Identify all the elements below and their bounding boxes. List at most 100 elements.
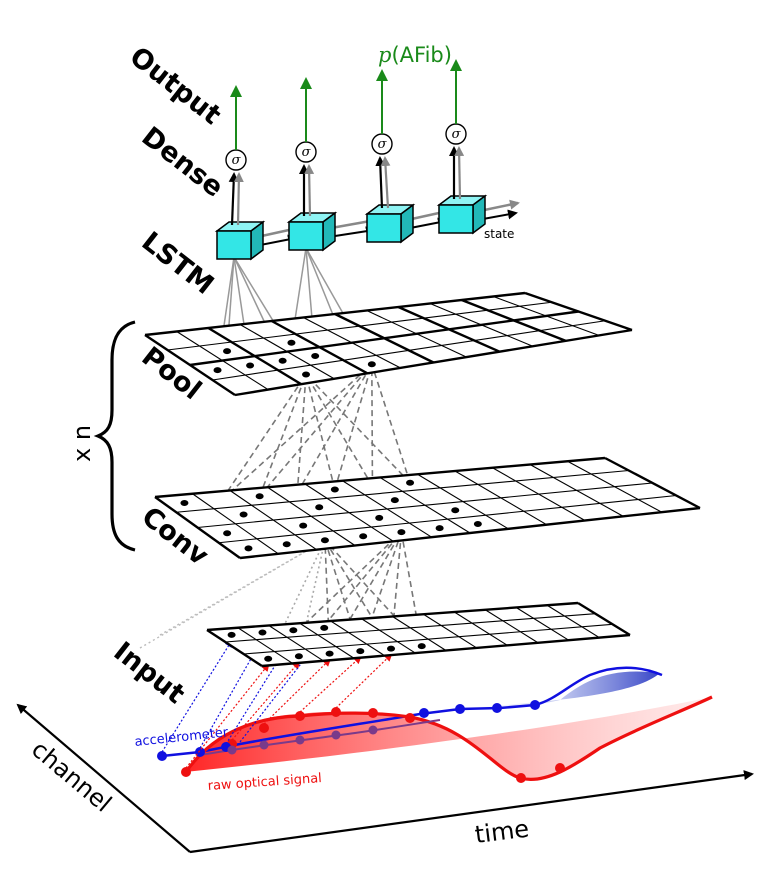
processed-sample-dot [259, 740, 269, 750]
conv-activation-dot [315, 504, 324, 511]
conv-activation-dot [330, 486, 339, 493]
input-grid-col-line [484, 609, 539, 644]
pool-activation-dot [302, 371, 311, 378]
optical-sample-dot [259, 723, 269, 733]
processed-sample-dot [368, 725, 378, 735]
input-grid-col-line [423, 613, 477, 649]
accelerometer-sample-dot [530, 700, 540, 710]
lstm-cell-front [216, 230, 252, 260]
input-grid-col-line [515, 607, 569, 641]
conv-activation-dot [320, 537, 329, 544]
input-grid-row-line [225, 613, 596, 643]
pool-grid [144, 291, 633, 397]
pool-grid-row-line [212, 320, 606, 381]
repeat-label: x n [68, 425, 96, 462]
conv-to-pool-link [305, 374, 374, 487]
pool-grid-row-line [234, 328, 633, 397]
conv-to-pool-link [221, 363, 373, 501]
optical-signal-line [184, 695, 713, 781]
raw-optical-signal-label: raw optical signal [207, 771, 322, 794]
conv-to-pool-link [221, 374, 307, 501]
channel-axis-label: channel [26, 735, 117, 817]
input-activation-dot [294, 653, 303, 660]
optical-sample-dot [405, 713, 415, 723]
input-grid-row-line [206, 601, 579, 632]
input-activation-dot [387, 645, 396, 652]
pool-activation-dot [367, 361, 376, 368]
lstm-to-dense-arrow-gray [380, 156, 391, 209]
pool-activation-dot [287, 339, 296, 346]
conv-activation-dot [299, 522, 308, 529]
optical-sampling-arrow [185, 663, 270, 769]
pool-activation-dot [213, 367, 222, 374]
processed-signal-line [199, 719, 441, 756]
lstm-cell [214, 220, 266, 261]
input-grid-col-line [392, 616, 447, 651]
lstm-layer-label: LSTM [136, 226, 220, 301]
lstm-cell-front [366, 213, 402, 243]
state-label: state [484, 227, 514, 241]
conv-activation-dot [255, 493, 264, 500]
conv-activation-dot [375, 514, 384, 521]
conv-activation-dot [473, 521, 482, 528]
optical-sampling-arrow [263, 658, 332, 725]
optical-sample-dot [368, 708, 378, 718]
input-activation-dot [417, 643, 426, 650]
lstm-cell-front [438, 204, 474, 234]
input-activation-dot [320, 624, 329, 631]
layer-grids [144, 291, 701, 668]
conv-to-pool-link [305, 374, 336, 490]
lstm-cell [364, 203, 416, 244]
repeat-brace [93, 320, 136, 552]
input-grid-col-line [206, 628, 263, 668]
input-grid-col-line [361, 618, 416, 654]
lstm-to-dense-arrow-gray [454, 146, 465, 200]
lstm-cell-front [288, 221, 324, 251]
accelerometer-sample-dot [419, 708, 429, 718]
lstm-to-dense-arrow-gray [304, 164, 315, 217]
pool-activation-dot [246, 362, 255, 369]
processed-sample-dot [331, 730, 341, 740]
input-to-conv-link [159, 539, 326, 636]
input-grid-col-line [330, 620, 385, 657]
optical-sample-dot [555, 763, 565, 773]
pool-grid-row-line [189, 310, 579, 367]
input-activation-dot [356, 648, 365, 655]
conv-activation-dot [244, 545, 253, 552]
optical-sample-dot [181, 767, 191, 777]
time-axis [189, 770, 754, 854]
input-grid-col-line [299, 622, 355, 659]
optical-sampling-arrow [231, 660, 301, 741]
sigma-node-label: σ [302, 145, 312, 160]
pool-activation-dot [311, 353, 320, 360]
input-grid-col-line [268, 625, 324, 662]
signal-samples [157, 632, 565, 783]
conv-activation-dot [239, 511, 248, 518]
conv-to-pool-link [371, 363, 411, 484]
input-activation-dot [325, 650, 334, 657]
conv-to-pool-link [371, 364, 374, 487]
sigma-node-label: σ [378, 137, 388, 152]
conv-activation-dot [282, 541, 291, 548]
conv-grid-row-line [176, 469, 629, 513]
input-grid-col-line [454, 611, 508, 646]
input-to-conv-link [139, 539, 326, 649]
lstm-cell [436, 194, 488, 235]
conv-to-pool-link [259, 363, 373, 497]
time-axis-label: time [473, 815, 530, 849]
input-activation-dot [264, 655, 273, 662]
input-grid [206, 601, 631, 668]
pool-activation-dot [278, 357, 287, 364]
conv-to-pool-link [296, 363, 373, 494]
conv-to-pool-link [258, 374, 307, 497]
optical-sample-dot [331, 707, 341, 717]
dense-layer-label: Dense [136, 121, 229, 204]
conv-grid [154, 456, 701, 560]
channel-axis [16, 703, 191, 853]
optical-sample-dot [295, 711, 305, 721]
conv-grid-row-line [154, 456, 606, 499]
conv-activation-dot [435, 525, 444, 532]
input-to-conv-link [324, 540, 331, 654]
input-activation-dot [289, 627, 298, 634]
